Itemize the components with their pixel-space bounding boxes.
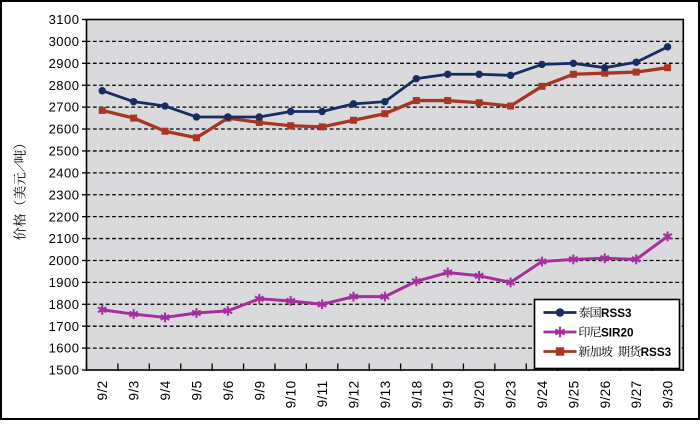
svg-text:2600: 2600 [49,122,80,137]
svg-text:2100: 2100 [49,231,80,246]
svg-text:9/9: 9/9 [252,381,267,401]
svg-text:RSS3: RSS3 [601,307,632,320]
svg-text:9/11: 9/11 [315,381,330,408]
svg-text:9/5: 9/5 [189,381,204,401]
svg-text:1900: 1900 [49,275,80,290]
svg-text:2300: 2300 [49,187,80,202]
svg-text:3100: 3100 [49,12,80,27]
svg-text:9/20: 9/20 [472,380,487,408]
svg-text:3000: 3000 [49,34,80,49]
svg-text:9/27: 9/27 [629,381,644,409]
svg-text:1800: 1800 [49,297,80,312]
svg-text:RSS3: RSS3 [641,346,672,359]
svg-text:2200: 2200 [49,209,80,224]
svg-text:9/12: 9/12 [346,381,361,409]
svg-text:9/13: 9/13 [378,381,393,409]
svg-text:9/10: 9/10 [284,380,299,408]
svg-text:1700: 1700 [49,319,80,334]
svg-text:1500: 1500 [49,363,80,378]
svg-text:1600: 1600 [49,341,80,356]
svg-text:9/18: 9/18 [409,381,424,409]
svg-text:2800: 2800 [49,78,80,93]
svg-text:9/26: 9/26 [598,381,613,409]
svg-text:9/19: 9/19 [441,381,456,409]
svg-text:2700: 2700 [49,100,80,115]
svg-text:SIR20: SIR20 [601,326,634,339]
svg-text:2900: 2900 [49,56,80,71]
svg-text:9/2: 9/2 [95,381,110,401]
svg-text:9/24: 9/24 [535,380,550,408]
svg-text:9/30: 9/30 [661,380,676,408]
svg-text:9/4: 9/4 [158,380,173,400]
svg-text:2000: 2000 [49,253,80,268]
svg-text:9/25: 9/25 [566,381,581,409]
svg-text:9/23: 9/23 [504,381,519,409]
svg-text:2400: 2400 [49,165,80,180]
svg-text:2500: 2500 [49,144,80,159]
svg-text:9/6: 9/6 [221,381,236,401]
svg-text:9/3: 9/3 [127,381,142,401]
